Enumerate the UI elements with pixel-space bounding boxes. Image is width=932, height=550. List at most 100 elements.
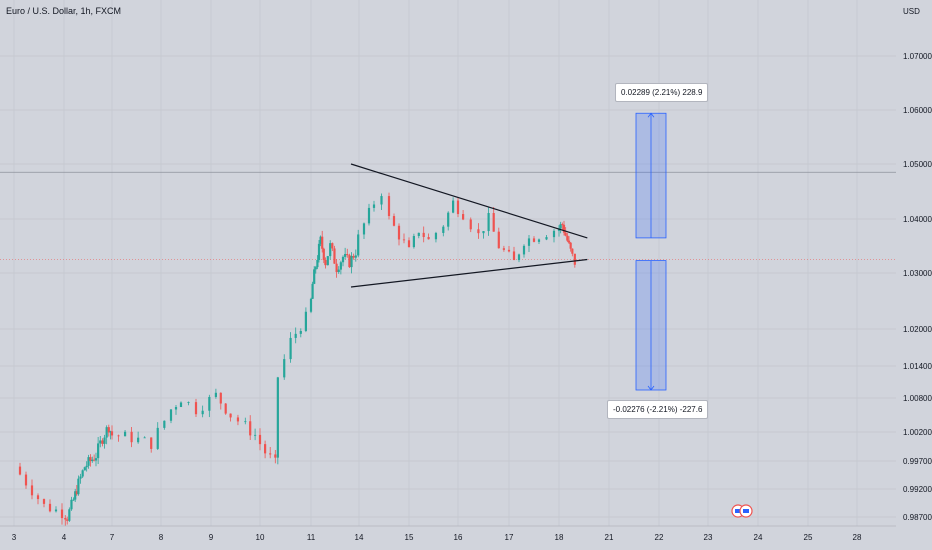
candle-body <box>397 225 401 240</box>
price-tick-label: 1.01400 <box>903 362 932 371</box>
time-tick-label: 17 <box>505 533 514 542</box>
candle-body <box>276 377 279 458</box>
candle-body <box>77 478 80 495</box>
price-tick-label: 0.99200 <box>903 485 932 494</box>
candle-body <box>329 243 332 257</box>
candle-body <box>24 474 28 486</box>
candle-body <box>344 254 347 257</box>
candle-body <box>456 200 460 215</box>
candle-body <box>42 499 46 504</box>
triangle-lower-trendline[interactable] <box>350 258 588 288</box>
time-tick-label: 10 <box>256 533 265 542</box>
candle-body <box>507 249 511 252</box>
candle-body <box>348 255 351 268</box>
candle-body <box>99 440 102 444</box>
time-tick-label: 11 <box>307 533 316 542</box>
measure-up-arrow-head <box>647 112 655 118</box>
candle-body <box>562 224 566 233</box>
candle-body <box>362 223 366 235</box>
candle-body <box>492 213 495 232</box>
candle-body <box>537 239 541 242</box>
measure-down-label: -0.02276 (-2.21%) -227.6 <box>607 400 709 419</box>
time-tick-label: 24 <box>754 533 763 542</box>
time-tick-label: 22 <box>655 533 664 542</box>
candle-body <box>322 248 325 260</box>
candle-body <box>392 216 396 226</box>
candle-body <box>350 255 353 268</box>
currency-label: USD <box>903 7 920 16</box>
candle-body <box>354 255 357 258</box>
candle-body <box>179 402 183 408</box>
candle-body <box>72 499 75 501</box>
candle-body <box>469 219 472 230</box>
candle-body <box>552 230 556 238</box>
candle-body <box>156 427 159 449</box>
candle-body <box>201 410 204 415</box>
us-flag-icon-fill <box>743 509 749 513</box>
candle-body <box>214 392 217 397</box>
candle-body <box>81 470 84 477</box>
price-tick-label: 1.00200 <box>903 428 932 437</box>
candle-body <box>68 509 71 521</box>
candle-body <box>442 226 445 233</box>
candle-body <box>462 214 465 220</box>
candle-body <box>169 409 173 421</box>
candle-body <box>313 269 316 284</box>
candle-body <box>70 499 73 510</box>
candle-body <box>337 269 340 273</box>
time-tick-label: 8 <box>159 533 164 542</box>
candle-body <box>532 238 536 242</box>
candle-body <box>103 437 106 444</box>
candle-body <box>163 420 166 428</box>
candle-body <box>402 239 406 241</box>
candle-body <box>407 240 411 248</box>
candle-body <box>564 232 567 236</box>
candle-body <box>559 224 562 229</box>
triangle-upper-trendline[interactable] <box>350 163 588 239</box>
candle-body <box>545 237 548 240</box>
candle-body <box>101 440 104 444</box>
candle-body <box>527 238 531 246</box>
candle-body <box>117 435 120 437</box>
time-tick-label: 15 <box>405 533 414 542</box>
candle-body <box>573 253 576 265</box>
candle-body <box>367 207 371 224</box>
candle-body <box>561 224 564 225</box>
candle-body <box>326 256 329 266</box>
candle-body <box>427 237 430 240</box>
time-tick-label: 23 <box>704 533 713 542</box>
candle-body <box>130 431 133 443</box>
candle-body <box>482 231 485 234</box>
candle-body <box>269 453 272 455</box>
candle-body <box>219 392 222 404</box>
candle-body <box>304 311 307 331</box>
candle-body <box>107 427 110 433</box>
candle-body <box>87 457 90 466</box>
candle-body <box>333 248 336 264</box>
candle-body <box>331 243 334 249</box>
candle-body <box>79 476 82 479</box>
candle-body <box>174 407 178 410</box>
measure-tools <box>635 112 667 391</box>
candle-body <box>447 212 450 227</box>
candle-body <box>502 248 505 250</box>
price-axis: 1.07000 1.06000 1.05000 1.04000 1.03000 1.020… <box>903 7 932 522</box>
candle-body <box>321 236 324 249</box>
candle-body <box>352 255 355 258</box>
price-tick-label: 1.07000 <box>903 52 932 61</box>
candle-body <box>83 467 86 471</box>
candle-body <box>93 459 96 461</box>
price-tick-label: 0.99700 <box>903 457 932 466</box>
candle-body <box>567 240 571 243</box>
us-flag-icon-fill <box>735 509 741 513</box>
candle-body <box>387 196 391 217</box>
candle-body <box>512 251 516 261</box>
candle-body <box>150 437 153 449</box>
candle-body <box>123 431 127 437</box>
time-tick-label: 28 <box>853 533 862 542</box>
candle-body <box>137 437 140 443</box>
candle-body <box>36 495 40 500</box>
candle-body <box>258 434 262 445</box>
